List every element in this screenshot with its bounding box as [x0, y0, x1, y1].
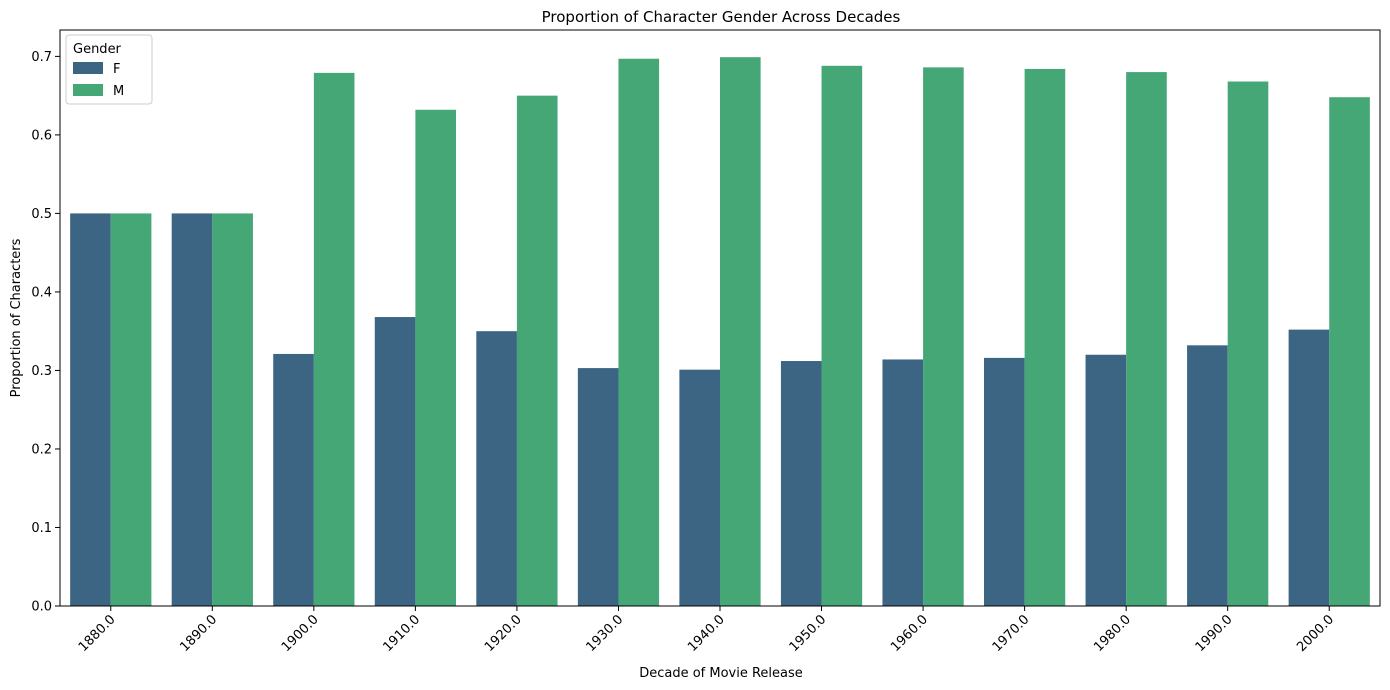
bar-F-1950.0	[780, 361, 822, 606]
bar-F-1920.0	[476, 331, 517, 606]
bar-F-1890.0	[171, 213, 213, 607]
bar-F-1900.0	[273, 353, 314, 606]
x-axis-title: Decade of Movie Release	[639, 666, 803, 681]
bar-M-1920.0	[516, 95, 558, 606]
bar-M-1890.0	[212, 213, 253, 607]
y-axis-title: Proportion of Characters	[9, 238, 24, 397]
legend-label-F: F	[113, 62, 120, 77]
bar-M-1990.0	[1227, 81, 1269, 606]
x-tick-label: 1890.0	[177, 612, 220, 655]
bar-M-1900.0	[313, 72, 355, 607]
x-tick-label: 1900.0	[279, 612, 322, 655]
legend-title: Gender	[73, 42, 122, 57]
bar-F-1990.0	[1187, 345, 1228, 606]
bar-F-2000.0	[1288, 329, 1330, 606]
legend-label-M: M	[113, 84, 124, 99]
bar-M-1970.0	[1024, 68, 1066, 606]
x-tick-label: 1990.0	[1193, 612, 1236, 655]
bar-M-1880.0	[110, 213, 152, 607]
y-tick-label: 0.4	[31, 285, 52, 300]
y-tick-label: 0.3	[31, 364, 52, 379]
bar-F-1980.0	[1085, 354, 1127, 606]
bar-M-2000.0	[1329, 97, 1370, 607]
y-tick-label: 0.2	[31, 442, 52, 457]
bar-F-1970.0	[984, 357, 1025, 606]
chart-title: Proportion of Character Gender Across De…	[542, 8, 901, 26]
x-tick-label: 1940.0	[685, 612, 728, 655]
bar-F-1880.0	[70, 213, 111, 607]
x-tick-label: 1910.0	[380, 612, 423, 655]
bar-M-1960.0	[923, 67, 964, 607]
plot-area	[59, 29, 1381, 607]
x-tick-label: 1960.0	[888, 612, 931, 655]
legend: Gender FM	[65, 34, 153, 105]
x-tick-label: 1970.0	[990, 612, 1033, 655]
bar-M-1980.0	[1126, 72, 1167, 607]
bar-M-1930.0	[618, 58, 660, 607]
x-tick-label: 1980.0	[1091, 612, 1134, 655]
bar-M-1910.0	[415, 109, 456, 607]
bar-M-1950.0	[821, 65, 863, 607]
bar-F-1910.0	[374, 317, 416, 606]
bar-F-1940.0	[679, 369, 720, 606]
y-tick-label: 0.6	[31, 128, 52, 143]
x-tick-label: 1930.0	[584, 612, 627, 655]
y-tick-label: 0.7	[31, 50, 52, 65]
x-tick-label: 1950.0	[787, 612, 830, 655]
x-tick-label: 2000.0	[1294, 612, 1337, 655]
x-tick-label: 1920.0	[482, 612, 525, 655]
legend-swatch-M	[73, 84, 103, 96]
x-tick-label: 1880.0	[76, 612, 119, 655]
x-axis: 1880.0 1890.0 1900.0 1910.0 1920.0 1930.0 1940…	[76, 606, 1337, 655]
y-axis: 0.0 0.1 0.2 0.3 0.4 0.5 0.6 0.7	[31, 50, 60, 615]
bar-M-1940.0	[720, 57, 761, 607]
y-tick-label: 0.1	[31, 521, 52, 536]
bar-F-1960.0	[882, 359, 924, 606]
y-tick-label: 0.5	[31, 207, 52, 222]
bar-F-1930.0	[577, 368, 619, 606]
legend-swatch-F	[73, 62, 103, 74]
y-tick-label: 0.0	[31, 600, 52, 615]
